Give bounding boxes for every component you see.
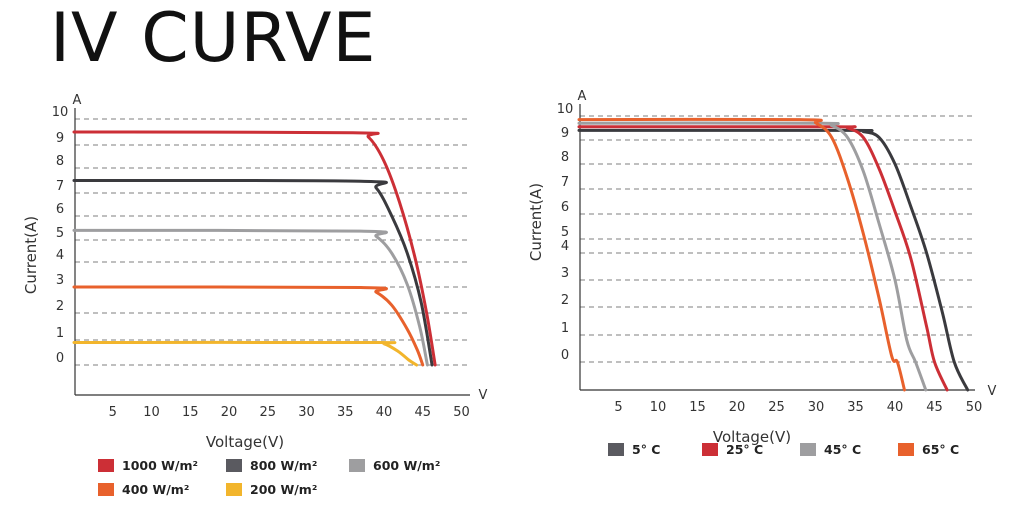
legend-swatch <box>226 483 242 496</box>
legend-label: 200 W/m² <box>250 482 317 497</box>
series-line-5-c <box>577 128 970 392</box>
legend-swatch <box>349 459 365 472</box>
y-tick-label: 4 <box>561 239 569 254</box>
x-tick-label: 5 <box>109 405 117 420</box>
legend-item: 200 W/m² <box>226 482 317 497</box>
y-tick-label: 4 <box>56 248 64 263</box>
y-tick-label: 0 <box>56 351 64 366</box>
legend-label: 800 W/m² <box>250 458 317 473</box>
y-tick-label: 5 <box>561 225 569 240</box>
series-line-45-c <box>577 121 928 392</box>
legend-item: 400 W/m² <box>98 482 189 497</box>
x-unit-label: V <box>988 384 997 399</box>
x-tick-label: 50 <box>453 405 470 420</box>
y-tick-label: 8 <box>561 150 569 165</box>
legend-item: 1000 W/m² <box>98 458 198 473</box>
legend-swatch <box>898 443 914 456</box>
x-tick-label: 30 <box>298 405 315 420</box>
legend-label: 1000 W/m² <box>122 458 198 473</box>
y-tick-label: 0 <box>561 348 569 363</box>
y-tick-label: 3 <box>56 273 64 288</box>
y-axis-label: Current(A) <box>527 183 545 261</box>
y-tick-label: 10 <box>52 105 69 120</box>
series-line-25-c <box>577 125 949 392</box>
x-tick-label: 30 <box>808 400 825 415</box>
legend-swatch <box>98 459 114 472</box>
legend-label: 400 W/m² <box>122 482 189 497</box>
legend-item: 600 W/m² <box>349 458 440 473</box>
x-axis-label: Voltage(V) <box>713 428 791 446</box>
legend-label: 45° C <box>824 442 861 457</box>
legend-item: 25° C <box>702 442 763 457</box>
y-tick-label: 7 <box>56 179 64 194</box>
x-tick-label: 40 <box>887 400 904 415</box>
x-tick-label: 25 <box>259 405 276 420</box>
y-tick-label: 8 <box>56 154 64 169</box>
series-line-600-w-m- <box>72 228 429 367</box>
y-tick-label: 2 <box>561 293 569 308</box>
x-tick-label: 5 <box>614 400 622 415</box>
y-tick-label: 6 <box>56 202 64 217</box>
legend-item: 800 W/m² <box>226 458 317 473</box>
legend-label: 600 W/m² <box>373 458 440 473</box>
x-tick-label: 50 <box>966 400 983 415</box>
y-tick-label: 5 <box>56 226 64 241</box>
y-tick-label: 1 <box>561 321 569 336</box>
legend-swatch <box>226 459 242 472</box>
series-line-1000-w-m- <box>72 130 437 367</box>
page-title: IV CURVE <box>50 0 377 78</box>
x-tick-label: 45 <box>926 400 943 415</box>
x-tick-label: 10 <box>650 400 667 415</box>
legend-swatch <box>702 443 718 456</box>
legend-label: 25° C <box>726 442 763 457</box>
legend-item: 45° C <box>800 442 861 457</box>
x-tick-label: 20 <box>729 400 746 415</box>
y-tick-label: 2 <box>56 299 64 314</box>
x-tick-label: 10 <box>143 405 160 420</box>
legend-swatch <box>800 443 816 456</box>
y-unit-label: A <box>73 93 82 108</box>
x-tick-label: 35 <box>337 405 354 420</box>
x-tick-label: 25 <box>768 400 785 415</box>
y-tick-label: 3 <box>561 266 569 281</box>
y-tick-label: 1 <box>56 326 64 341</box>
x-tick-label: 45 <box>414 405 431 420</box>
y-tick-label: 9 <box>56 131 64 146</box>
series-line-200-w-m- <box>72 340 419 367</box>
y-axis-label: Current(A) <box>22 216 40 294</box>
y-tick-label: 9 <box>561 126 569 141</box>
x-tick-label: 35 <box>847 400 864 415</box>
legend-label: 5° C <box>632 442 660 457</box>
x-axis-label: Voltage(V) <box>206 433 284 451</box>
legend-swatch <box>608 443 624 456</box>
y-tick-label: 6 <box>561 200 569 215</box>
y-tick-label: 7 <box>561 175 569 190</box>
y-tick-label: 10 <box>557 102 574 117</box>
legend-item: 5° C <box>608 442 660 457</box>
x-tick-label: 40 <box>376 405 393 420</box>
series-line-800-w-m- <box>72 178 434 367</box>
legend-item: 65° C <box>898 442 959 457</box>
legend-swatch <box>98 483 114 496</box>
x-tick-label: 20 <box>221 405 238 420</box>
x-unit-label: V <box>479 388 488 403</box>
y-unit-label: A <box>578 89 587 104</box>
x-tick-label: 15 <box>182 405 199 420</box>
series-line-65-c <box>577 117 906 392</box>
legend-label: 65° C <box>922 442 959 457</box>
series-line-400-w-m- <box>72 285 425 367</box>
x-tick-label: 15 <box>689 400 706 415</box>
